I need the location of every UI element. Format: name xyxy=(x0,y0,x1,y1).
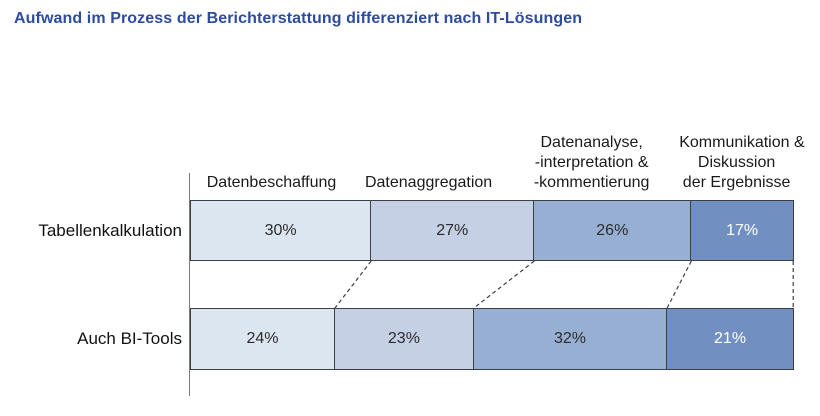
column-header: Datenaggregation xyxy=(364,174,493,191)
segment-connector-lines xyxy=(334,260,794,309)
column-header: Kommunikation & Diskussion der Ergebniss… xyxy=(679,134,805,191)
bar-tabellenkalkulation: 30% 27% 26% 17% xyxy=(190,200,794,261)
bar-auch-bi-tools: 24% 23% 32% 21% xyxy=(190,308,794,370)
bar-segment: 21% xyxy=(667,308,794,370)
y-axis-line xyxy=(189,173,190,396)
row-label-auch-bi-tools: Auch BI-Tools xyxy=(77,329,182,348)
chart-title: Aufwand im Prozess der Berichterstattung… xyxy=(14,10,583,27)
bar-segment: 24% xyxy=(190,308,335,370)
connector-line xyxy=(666,260,692,309)
row-label-tabellenkalkulation: Tabellenkalkulation xyxy=(38,221,182,240)
bar-segment: 32% xyxy=(473,308,668,370)
bar-segment: 17% xyxy=(691,200,794,261)
bar-segment: 27% xyxy=(371,200,535,261)
connector-line xyxy=(473,260,535,309)
bar-segment: 30% xyxy=(190,200,372,261)
bar-segment: 26% xyxy=(534,200,692,261)
column-header: Datenbeschaffung xyxy=(206,174,337,191)
bar-segment: 23% xyxy=(334,308,474,370)
connector-line xyxy=(334,260,372,309)
column-header: Datenanalyse, -interpretation & -komment… xyxy=(533,134,650,191)
column-headers: Datenbeschaffung Datenaggregation Datenana… xyxy=(190,104,805,196)
